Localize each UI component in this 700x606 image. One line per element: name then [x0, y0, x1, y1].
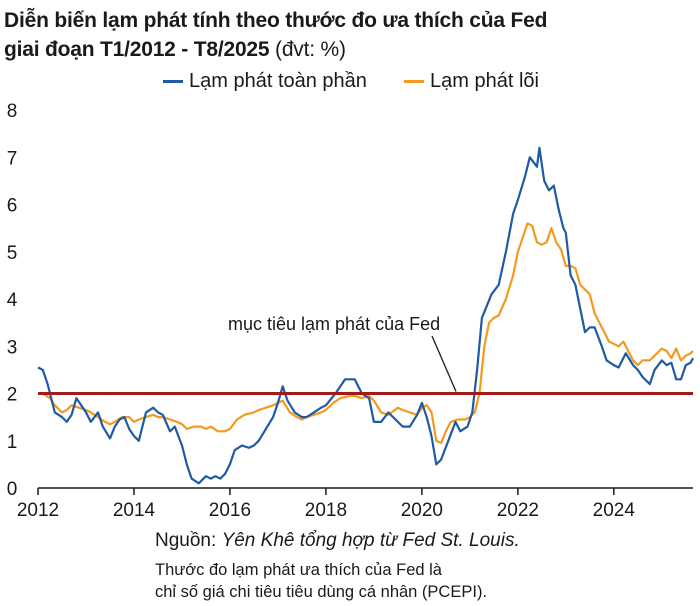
- legend-label-headline: Lạm phát toàn phần: [189, 70, 367, 92]
- legend-item-headline: Lạm phát toàn phần: [163, 70, 367, 93]
- x-axis-ticks: 2012 2014 2016 2018 2020 2022 2024: [17, 488, 636, 521]
- y-tick-label: 1: [7, 432, 18, 453]
- series-line-headline: [37, 146, 694, 485]
- legend-item-core: Lạm phát lõi: [404, 70, 539, 93]
- chart-title-line1: Diễn biến lạm phát tính theo thước đo ưa…: [4, 9, 548, 32]
- series-line-core: [38, 222, 694, 445]
- chart-unit: (đvt: %): [275, 38, 346, 61]
- legend-swatch-core: [404, 80, 424, 83]
- y-tick-label: 0: [7, 479, 18, 500]
- y-tick-label: 4: [7, 290, 18, 311]
- chart-title: Diễn biến lạm phát tính theo thước đo ưa…: [4, 6, 547, 64]
- y-tick-label: 8: [7, 101, 18, 122]
- source-prefix: Nguồn:: [155, 530, 217, 551]
- x-tick-label: 2018: [305, 500, 347, 521]
- y-tick-label: 6: [7, 196, 18, 217]
- x-tick-label: 2016: [209, 500, 251, 521]
- y-axis-ticks: 0 1 2 3 4 5 6 7 8: [7, 101, 18, 500]
- footnote: Thước đo lạm phát ưa thích của Fed là ch…: [155, 559, 487, 603]
- legend-swatch-headline: [163, 80, 183, 83]
- y-tick-label: 3: [7, 337, 18, 358]
- y-tick-label: 5: [7, 243, 18, 264]
- footnote-line1: Thước đo lạm phát ưa thích của Fed là: [155, 561, 442, 579]
- x-tick-label: 2022: [497, 500, 539, 521]
- source-text: Yên Khê tổng hợp từ Fed St. Louis.: [221, 530, 520, 551]
- chart-title-period: giai đoạn T1/2012 - T8/2025: [4, 38, 270, 61]
- y-tick-label: 2: [7, 385, 18, 406]
- footnote-line2: chỉ số giá chi tiêu tiêu dùng cá nhân (P…: [155, 583, 488, 601]
- target-annotation-pointer: [431, 335, 457, 392]
- legend-label-core: Lạm phát lõi: [430, 70, 539, 92]
- source-note: Nguồn: Yên Khê tổng hợp từ Fed St. Louis…: [155, 530, 520, 552]
- x-tick-label: 2020: [401, 500, 443, 521]
- target-annotation-label: mục tiêu lạm phát của Fed: [228, 314, 440, 334]
- x-tick-label: 2012: [17, 500, 59, 521]
- y-tick-label: 7: [7, 148, 18, 169]
- x-tick-label: 2024: [593, 500, 636, 521]
- chart-title-line2: giai đoạn T1/2012 - T8/2025 (đvt: %): [4, 35, 547, 64]
- line-chart: 0 1 2 3 4 5 6 7 8 2012 2014 2016 2018 2020 2022 2024 m…: [7, 101, 694, 521]
- x-tick-label: 2014: [113, 500, 156, 521]
